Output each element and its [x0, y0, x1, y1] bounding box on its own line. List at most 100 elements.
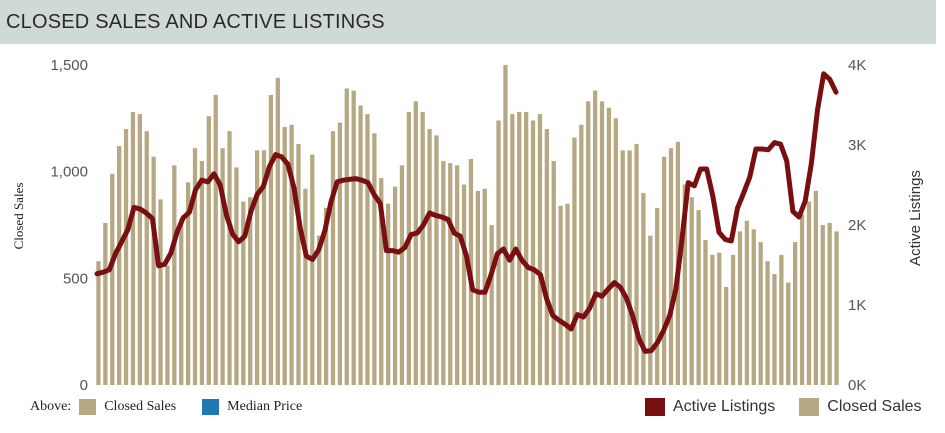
left-axis-label: Closed Sales: [11, 183, 26, 250]
closed-sales-bar: [379, 178, 384, 385]
closed-sales-bar: [234, 167, 239, 385]
closed-sales-bar: [351, 90, 356, 385]
closed-sales-bar: [282, 126, 287, 386]
closed-sales-bar: [724, 286, 729, 385]
closed-sales-bar: [323, 207, 329, 385]
right-axis-tick-label: 2K: [848, 217, 866, 234]
closed-sales-bar: [834, 231, 839, 385]
closed-sales-bar: [730, 254, 736, 385]
legend-closed-sales-swatch-right: [799, 398, 820, 416]
right-axis-tick-label: 0K: [848, 377, 866, 394]
legend-above: Above: Closed Sales Median Price: [30, 398, 302, 416]
closed-sales-bar: [565, 203, 570, 385]
closed-sales-bar: [420, 111, 425, 386]
closed-sales-bar: [799, 214, 805, 385]
closed-sales-bar: [537, 114, 543, 385]
closed-sales-bar: [254, 150, 260, 385]
closed-sales-bar: [358, 105, 363, 385]
closed-sales-bar: [130, 111, 136, 386]
closed-sales-bar: [165, 265, 170, 385]
closed-sales-bar: [137, 114, 142, 385]
closed-sales-bar: [337, 122, 343, 385]
closed-sales-bar: [241, 201, 246, 385]
closed-sales-bar: [434, 135, 439, 385]
closed-sales-bar: [227, 131, 232, 385]
active-listings-line: [94, 71, 839, 354]
closed-sales-bar: [192, 148, 198, 385]
closed-sales-bar: [655, 207, 660, 385]
closed-sales-bar: [386, 203, 391, 385]
closed-sales-bar: [489, 225, 494, 385]
legend-closed-sales-swatch: [79, 399, 97, 415]
closed-sales-bar: [213, 94, 218, 386]
closed-sales-bar: [365, 114, 370, 385]
left-axis-ticks: 0 500 1,000 1,500: [50, 57, 88, 394]
closed-sales-bar: [599, 101, 605, 386]
closed-sales-bar: [303, 188, 308, 385]
legend-median-price-label: Median Price: [227, 399, 303, 414]
legend-active-listings-label: Active Listings: [673, 398, 776, 415]
closed-sales-bar: [786, 282, 791, 385]
closed-sales-bar: [682, 184, 687, 385]
legend-closed-sales-label-right: Closed Sales: [827, 398, 922, 415]
closed-sales-bar: [427, 129, 432, 385]
left-axis-tick-label: 0: [80, 377, 88, 394]
closed-sales-bar: [330, 131, 336, 385]
closed-sales-bar: [185, 182, 191, 385]
closed-sales-bar: [441, 161, 446, 385]
closed-sales-bar: [372, 133, 377, 385]
closed-sales-bar: [648, 235, 653, 385]
closed-sales-bar: [179, 218, 184, 385]
chart-title: CLOSED SALES AND ACTIVE LISTINGS: [6, 11, 385, 33]
left-axis-tick-label: 1,000: [50, 164, 88, 181]
closed-sales-bar: [813, 190, 818, 385]
closed-sales-bar: [765, 261, 770, 385]
legend-active-listings-swatch: [645, 398, 665, 416]
closed-sales-bar: [668, 148, 674, 385]
closed-sales-bar: [586, 101, 591, 386]
closed-sales-bar: [737, 231, 743, 385]
right-axis-label: Active Listings: [907, 170, 924, 266]
closed-sales-bar: [275, 77, 280, 386]
closed-sales-bar: [572, 137, 577, 385]
closed-sales-bar: [248, 197, 253, 385]
closed-sales-bar: [806, 201, 812, 385]
active-listings-polyline: [94, 71, 839, 354]
right-axis-tick-label: 3K: [848, 137, 866, 154]
legend-above-label: Above:: [30, 399, 72, 414]
left-axis-tick-label: 1,500: [50, 57, 88, 74]
closed-sales-bar: [634, 143, 639, 385]
right-axis-tick-label: 4K: [848, 57, 866, 74]
closed-sales-bar: [517, 111, 522, 386]
closed-sales-bar: [641, 193, 646, 385]
closed-sales-bar: [827, 222, 832, 385]
closed-sales-bar: [579, 124, 584, 385]
closed-sales-bar: [399, 165, 405, 385]
closed-sales-bar: [710, 254, 715, 385]
closed-sales-bar: [103, 222, 108, 385]
closed-sales-bar: [820, 225, 825, 385]
closed-sales-bar: [661, 156, 667, 385]
closed-sales-bar: [606, 107, 612, 386]
closed-sales-bar: [696, 210, 701, 385]
closed-sales-bar: [751, 229, 756, 385]
closed-sales-bar: [779, 254, 784, 385]
closed-sales-bar: [772, 274, 777, 385]
closed-sales-bar: [592, 90, 598, 385]
closed-sales-bar: [758, 242, 763, 385]
closed-sales-bar: [206, 116, 211, 385]
legend-closed-sales-label: Closed Sales: [104, 399, 177, 414]
closed-sales-bar: [558, 205, 563, 385]
closed-sales-bar: [310, 154, 315, 385]
closed-sales-bar: [703, 239, 708, 385]
closed-sales-bar: [524, 111, 529, 386]
closed-sales-bar: [551, 161, 556, 385]
closed-sales-bar: [296, 143, 301, 385]
closed-sales-bar: [96, 261, 101, 385]
closed-sales-bar: [530, 120, 536, 385]
closed-sales-bar: [406, 111, 412, 386]
closed-sales-bar: [613, 118, 618, 385]
closed-sales-bar: [544, 129, 549, 385]
legend-right: Active Listings Closed Sales: [645, 396, 922, 418]
